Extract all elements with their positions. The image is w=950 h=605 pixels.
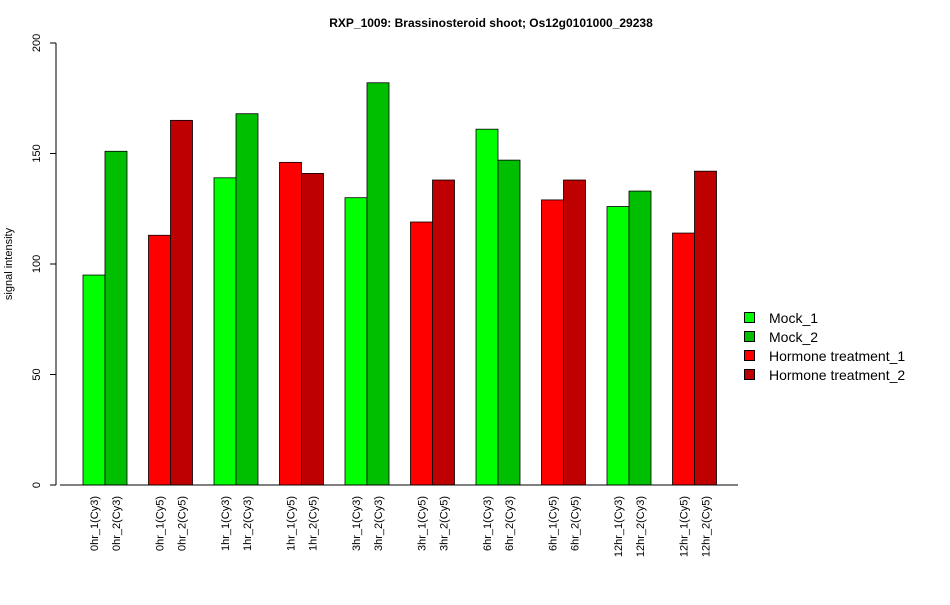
x-tick-label: 1hr_2(Cy5) [308,496,320,551]
x-tick-label: 0hr_2(Cy3) [111,496,123,551]
legend-swatch [744,312,755,323]
legend-swatch [744,369,755,380]
y-tick-label: 200 [31,34,43,52]
x-tick-label: 6hr_2(Cy5) [570,496,582,551]
legend-item: Hormone treatment_2 [744,365,905,384]
legend-item: Hormone treatment_1 [744,346,905,365]
legend-label: Hormone treatment_2 [769,366,906,383]
x-tick-label: 3hr_2(Cy5) [439,496,451,551]
x-tick-label: 12hr_2(Cy3) [635,496,647,557]
legend-label: Mock_1 [769,309,819,326]
y-tick-label: 0 [31,482,43,488]
legend-swatch [744,331,755,342]
x-tick-label: 6hr_1(Cy5) [548,496,560,551]
x-tick-label: 1hr_1(Cy5) [286,496,298,551]
x-tick-label: 3hr_1(Cy5) [417,496,429,551]
bar [432,179,455,486]
y-tick-label: 100 [31,255,43,273]
bar [541,199,564,486]
x-tick-label: 1hr_2(Cy3) [242,496,254,551]
bar [344,197,368,486]
x-tick-labels: 0hr_1(Cy3) 0hr_2(Cy3) 0hr_1(Cy5) 0hr_2(Cy5)… [89,496,713,557]
bar [563,179,586,486]
bar [672,232,695,486]
x-tick-label: 0hr_2(Cy5) [177,496,189,551]
y-axis: 0 50 100 150 200 [31,34,57,488]
x-tick-label: 3hr_1(Cy3) [351,496,363,551]
y-axis-label: signal intensity [3,227,15,300]
bar [301,172,324,486]
bar [170,119,193,486]
x-tick-label: 0hr_1(Cy5) [155,496,167,551]
bar [606,206,630,486]
bar [213,177,237,486]
x-tick-label: 12hr_1(Cy5) [679,496,691,557]
x-tick-label: 1hr_1(Cy3) [220,496,232,551]
x-tick-label: 0hr_1(Cy3) [89,496,101,551]
bar [148,234,171,486]
y-tick-label: 150 [31,144,43,162]
bar [497,159,521,486]
y-tick-label: 50 [31,368,43,380]
chart-title: RXP_1009: Brassinosteroid shoot; Os12g01… [329,16,653,30]
x-tick-label: 6hr_2(Cy3) [504,496,516,551]
bar [366,82,390,486]
legend-item: Mock_1 [744,308,905,327]
bar [82,274,106,486]
x-tick-label: 6hr_1(Cy3) [482,496,494,551]
legend: Mock_1 Mock_2 Hormone treatment_1 Hormone t… [744,308,905,384]
bar [475,128,499,486]
bar [235,113,259,486]
bar [694,170,717,486]
bar [104,150,128,486]
bar [279,161,302,486]
bar [410,221,433,486]
x-tick-label: 3hr_2(Cy3) [373,496,385,551]
legend-swatch [744,350,755,361]
bar [628,190,652,486]
legend-label: Hormone treatment_1 [769,347,906,364]
x-tick-label: 12hr_2(Cy5) [701,496,713,557]
x-tick-label: 12hr_1(Cy3) [613,496,625,557]
bars [82,82,717,486]
legend-label: Mock_2 [769,328,819,345]
legend-item: Mock_2 [744,327,905,346]
